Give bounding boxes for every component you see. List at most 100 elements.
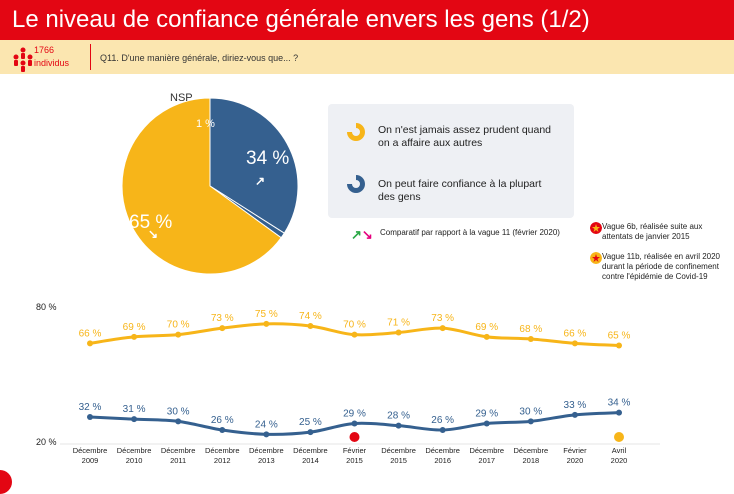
title-bar bbox=[0, 0, 734, 40]
star-red-icon bbox=[349, 432, 360, 442]
series-1-point-11 bbox=[571, 411, 578, 418]
legend-confiance-icon bbox=[347, 175, 365, 193]
line-chart: 66 % 69 % 70 % 73 % 75 % 74 % 70 % 71 % 73 % 69 %… bbox=[60, 309, 660, 445]
series-0-label-3: 73 % bbox=[211, 313, 234, 324]
series-0-label-7: 71 % bbox=[387, 318, 410, 329]
subheader-divider bbox=[90, 44, 91, 70]
series-1-label-1: 31 % bbox=[123, 404, 146, 415]
pie-label-confiance: 34 % bbox=[246, 148, 290, 169]
series-1-label-8: 26 % bbox=[431, 415, 454, 426]
series-1-point-6 bbox=[351, 420, 358, 427]
xtick-label-6: Février 2015 bbox=[342, 446, 367, 465]
series-0-point-0 bbox=[87, 340, 93, 347]
legend-prudent-icon bbox=[347, 123, 365, 141]
trend-up-arrow-icon: ↗ bbox=[255, 174, 266, 188]
series-0-label-10: 68 % bbox=[519, 324, 542, 335]
series-1-label-10: 30 % bbox=[519, 406, 542, 417]
series-1-point-7 bbox=[395, 422, 402, 429]
series-1-point-5 bbox=[307, 429, 314, 436]
xtick-label-7: Décembre 2015 bbox=[381, 446, 416, 465]
note-vague-11b-line2: durant la période de confinement bbox=[602, 262, 719, 271]
series-1-label-7: 28 % bbox=[387, 411, 410, 422]
series-0-point-4 bbox=[263, 320, 270, 327]
ytick-label-20: 20 % bbox=[36, 437, 57, 447]
xtick-label-2: Décembre 2011 bbox=[160, 446, 196, 465]
series-0-label-1: 69 % bbox=[123, 322, 146, 333]
note-vague-6b-line2: attentats de janvier 2015 bbox=[602, 232, 690, 241]
star-yellow-icon bbox=[614, 432, 624, 442]
series-1-label-0: 32 % bbox=[79, 402, 102, 413]
subheader-band bbox=[0, 40, 734, 74]
trend-down-arrow-icon: ↘ bbox=[148, 227, 159, 241]
series-0-point-6 bbox=[351, 331, 358, 338]
series-0-point-10 bbox=[527, 336, 534, 342]
note-vague-11b-line1: Vague 11b, réalisée en avril 2020 bbox=[602, 252, 721, 261]
pie-slice-2 bbox=[121, 97, 282, 275]
series-0-label-2: 70 % bbox=[167, 320, 190, 331]
series-1-label-4: 24 % bbox=[255, 419, 278, 430]
compare-arrows-icon: ↗↘ bbox=[351, 227, 373, 242]
compare-note: Comparatif par rapport à la vague 11 (fé… bbox=[380, 228, 560, 237]
series-0-point-2 bbox=[175, 331, 182, 338]
question-text: Q11. D'une manière générale, diriez-vous… bbox=[100, 53, 299, 63]
pie-legend-box: On n'est jamais assez prudent quand on a… bbox=[328, 104, 574, 218]
series-0-point-8 bbox=[439, 325, 446, 332]
series-1-point-2 bbox=[175, 418, 182, 425]
series-0-label-5: 74 % bbox=[299, 311, 322, 322]
page-title: Le niveau de confiance générale envers l… bbox=[12, 6, 590, 33]
series-1-point-4 bbox=[263, 431, 270, 438]
series-1-point-8 bbox=[439, 427, 446, 433]
xtick-label-11: Février 2020 bbox=[563, 446, 587, 465]
series-0-point-1 bbox=[131, 333, 138, 340]
pie-label-nsp-value: 1 % bbox=[196, 118, 215, 130]
xtick-label-10: Décembre 2018 bbox=[513, 446, 549, 465]
star-red-icon bbox=[590, 222, 602, 234]
xtick-label-12: Avril 2020 bbox=[610, 446, 628, 465]
series-1-point-3 bbox=[219, 427, 226, 433]
pie-label-prudent: 65 % bbox=[129, 212, 173, 233]
ytick-label-80: 80 % bbox=[36, 302, 57, 312]
series-0-label-4: 75 % bbox=[255, 309, 278, 320]
star-yellow-icon bbox=[590, 252, 602, 264]
series-1-label-12: 34 % bbox=[608, 398, 631, 409]
xtick-label-3: Décembre 2012 bbox=[204, 446, 240, 465]
pie-label-nsp: NSP bbox=[170, 92, 193, 104]
series-1-point-9 bbox=[483, 420, 490, 427]
series-1-label-3: 26 % bbox=[211, 415, 234, 426]
series-1-label-6: 29 % bbox=[343, 409, 366, 420]
legend-prudent-label: On n'est jamais assez prudent quand on a… bbox=[378, 124, 552, 149]
sample-count: 1766 bbox=[34, 45, 55, 55]
xtick-label-1: Décembre 2010 bbox=[116, 446, 152, 465]
legend-confiance-label: On peut faire confiance à la plupart des… bbox=[378, 178, 542, 203]
series-0-label-11: 66 % bbox=[564, 328, 587, 339]
series-0-point-5 bbox=[307, 323, 314, 329]
sample-unit: individus bbox=[34, 58, 70, 68]
people-icon bbox=[13, 47, 33, 72]
series-1-point-10 bbox=[527, 418, 534, 425]
series-1-point-12 bbox=[616, 409, 622, 416]
xtick-label-8: Décembre 2016 bbox=[425, 446, 460, 465]
series-1-point-0 bbox=[87, 414, 93, 420]
xtick-label-4: Décembre 2013 bbox=[249, 446, 284, 465]
xtick-label-0: Décembre 2009 bbox=[72, 446, 108, 465]
series-0-label-8: 73 % bbox=[431, 313, 454, 324]
note-vague-6b-line1: Vague 6b, réalisée suite aux bbox=[602, 222, 703, 231]
series-0-point-11 bbox=[571, 340, 578, 347]
series-0-label-6: 70 % bbox=[343, 320, 366, 331]
note-vague-11b-line3: contre l'épidémie de Covid-19 bbox=[602, 272, 708, 281]
corner-decoration bbox=[0, 470, 12, 494]
series-0-point-12 bbox=[616, 342, 622, 349]
series-0-point-3 bbox=[219, 325, 226, 332]
series-0-point-9 bbox=[483, 333, 490, 340]
series-0-label-9: 69 % bbox=[475, 322, 498, 333]
series-1-label-9: 29 % bbox=[475, 409, 498, 420]
series-1-label-11: 33 % bbox=[564, 400, 587, 411]
series-1-label-5: 25 % bbox=[299, 417, 322, 428]
xtick-label-9: Décembre 2017 bbox=[469, 446, 505, 465]
xtick-label-5: Décembre 2014 bbox=[293, 446, 328, 465]
series-0-label-0: 66 % bbox=[79, 328, 102, 339]
series-1-point-1 bbox=[131, 416, 138, 423]
series-0-label-12: 65 % bbox=[608, 331, 631, 342]
series-0-point-7 bbox=[395, 329, 402, 336]
pie-chart bbox=[121, 97, 299, 275]
